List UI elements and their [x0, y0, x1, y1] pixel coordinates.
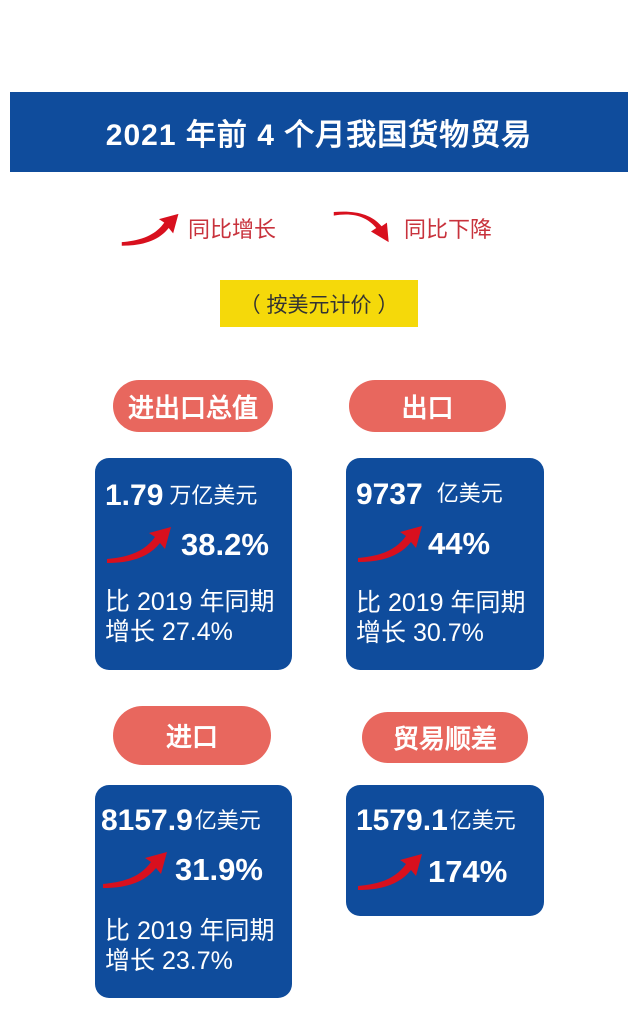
- change: 31.9%: [175, 852, 263, 887]
- change: 38.2%: [181, 527, 269, 562]
- compare-line-2: 增长 27.4%: [105, 618, 233, 646]
- card-surplus: 1579.1 亿美元 174%: [346, 785, 544, 916]
- compare-line-1: 比 2019 年同期: [356, 589, 526, 617]
- card-export: 9737 亿美元 44% 比 2019 年同期 增长 30.7%: [346, 458, 544, 670]
- arrow-up-icon: [120, 210, 182, 246]
- legend-up: 同比增长: [120, 210, 276, 246]
- arrow-down-icon: [332, 210, 394, 246]
- legend-up-label: 同比增长: [188, 217, 277, 242]
- compare-line-1: 比 2019 年同期: [105, 588, 275, 616]
- value: 8157.9: [101, 804, 193, 837]
- label-pill-total: 进出口总值: [113, 380, 273, 432]
- value: 9737: [356, 478, 423, 511]
- unit: 亿美元: [194, 808, 261, 833]
- arrow-up-icon: [101, 848, 171, 888]
- card-total: 1.79 万亿美元 38.2% 比 2019 年同期 增长 27.4%: [95, 458, 292, 670]
- unit: 亿美元: [436, 481, 503, 506]
- change: 174%: [428, 854, 508, 889]
- label-pill-import: 进口: [113, 706, 271, 765]
- arrow-up-icon: [105, 523, 175, 563]
- compare-line-2: 增长 30.7%: [356, 619, 484, 647]
- label-pill-export: 出口: [349, 380, 506, 432]
- legend-down: 同比下降: [332, 210, 492, 246]
- change: 44%: [428, 526, 491, 561]
- page-title: 2021 年前 4 个月我国货物贸易: [10, 92, 628, 172]
- label-pill-surplus: 贸易顺差: [362, 712, 528, 763]
- unit: 万亿美元: [169, 483, 258, 508]
- unit: 亿美元: [449, 808, 516, 833]
- compare-line-2: 增长 23.7%: [105, 947, 233, 975]
- card-import: 8157.9 亿美元 31.9% 比 2019 年同期 增长 23.7%: [95, 785, 292, 998]
- arrow-up-icon: [356, 850, 426, 890]
- arrow-up-icon: [356, 522, 426, 562]
- compare-line-1: 比 2019 年同期: [105, 917, 275, 945]
- value: 1.79: [105, 479, 164, 512]
- currency-note: （ 按美元计价 ）: [220, 280, 418, 327]
- legend-down-label: 同比下降: [404, 217, 493, 242]
- value: 1579.1: [356, 804, 448, 837]
